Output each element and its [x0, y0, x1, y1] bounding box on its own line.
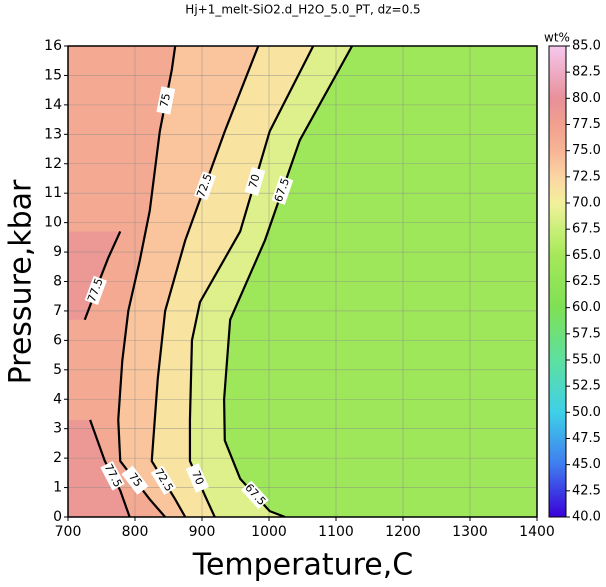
y-tick-label: 4 [53, 391, 62, 407]
contour-label-group: 67.5 [271, 175, 294, 205]
y-tick-label: 12 [44, 156, 62, 172]
y-tick-label: 9 [53, 244, 62, 260]
y-tick-label: 14 [44, 97, 62, 113]
colorbar-tick-label: 45.0 [572, 457, 601, 472]
x-tick-label: 700 [55, 524, 82, 540]
x-tick-label: 1200 [385, 524, 421, 540]
contour-label: 70 [246, 173, 262, 190]
colorbar-tick-label: 80.0 [572, 91, 601, 106]
y-tick-label: 15 [44, 67, 62, 83]
contour-label-group: 75 [121, 465, 149, 495]
x-tick-label: 1000 [251, 524, 287, 540]
x-tick-label: 1400 [519, 524, 555, 540]
contour-label-bg [156, 86, 176, 115]
x-tick-label: 900 [189, 524, 216, 540]
colorbar-tick-label: 65.0 [572, 248, 601, 263]
colorbar-tick-label: 72.5 [572, 169, 601, 184]
y-tick-label: 2 [53, 450, 62, 466]
colorbar-tick-label: 47.5 [572, 431, 601, 446]
contour-line [89, 419, 131, 517]
colorbar-tick-label: 57.5 [572, 326, 601, 341]
colorbar-label: wt% [544, 31, 570, 45]
contour-label: 70 [189, 469, 207, 487]
contour-label-group: 77.5 [84, 275, 107, 305]
x-tick-label: 1100 [318, 524, 354, 540]
contour-label-bg [100, 461, 125, 491]
colorbar-tick-label: 77.5 [572, 117, 601, 132]
colorbar-tick-label: 42.5 [572, 483, 601, 498]
y-axis-label: Pressure,kbar [4, 179, 39, 384]
contour-fill [68, 231, 121, 320]
x-tick-label: 800 [122, 524, 149, 540]
y-tick-label: 13 [44, 126, 62, 142]
y-tick-label: 6 [53, 332, 62, 348]
y-tick-label: 16 [44, 38, 62, 54]
x-axis-label: Temperature,C [192, 548, 414, 583]
contour-label-group: 72.5 [193, 171, 217, 201]
y-tick-label: 3 [53, 421, 62, 437]
contour-fill [68, 419, 130, 517]
y-tick-label: 5 [53, 362, 62, 378]
chart-title: Hj+1_melt-SiO2.d_H2O_5.0_PT, dz=0.5 [185, 3, 420, 17]
contour-label-group: 75 [156, 86, 176, 115]
colorbar-tick-label: 40.0 [572, 510, 601, 525]
colorbar-tick-label: 55.0 [572, 353, 601, 368]
contour-label-bg [84, 275, 107, 305]
contour-label-bg [185, 463, 209, 493]
colorbar [548, 45, 567, 518]
y-tick-label: 7 [53, 303, 62, 319]
colorbar-tick-label: 85.0 [572, 39, 601, 54]
colorbar-tick-label: 52.5 [572, 379, 601, 394]
contour-label-bg [271, 175, 294, 205]
y-tick-label: 0 [53, 509, 62, 525]
contour-label-bg [193, 171, 217, 201]
colorbar-tick-label: 50.0 [572, 405, 601, 420]
contour-label-group: 70 [244, 166, 266, 196]
colorbar-tick-label: 62.5 [572, 274, 601, 289]
y-tick-label: 8 [53, 274, 62, 290]
colorbar-tick-label: 60.0 [572, 300, 601, 315]
y-tick-label: 1 [53, 480, 62, 496]
contour-label-group: 70 [185, 463, 209, 493]
contour-label: 75 [158, 92, 173, 108]
colorbar-tick-label: 67.5 [572, 222, 601, 237]
y-tick-label: 11 [44, 185, 62, 201]
contour-label-bg [121, 465, 149, 495]
y-tick-label: 10 [44, 215, 62, 231]
colorbar-tick-label: 82.5 [572, 65, 601, 80]
colorbar-tick-label: 70.0 [572, 196, 601, 211]
contour-line [150, 46, 260, 517]
contour-label-bg [241, 480, 269, 510]
x-tick-label: 1300 [452, 524, 488, 540]
colorbar-tick-label: 75.0 [572, 143, 601, 158]
contour-label-bg [244, 166, 266, 196]
contour-label-bg [150, 465, 177, 495]
